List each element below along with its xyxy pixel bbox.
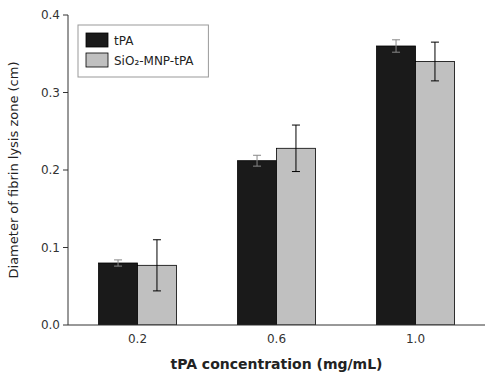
y-tick <box>63 170 68 171</box>
y-tick <box>63 15 68 16</box>
y-tick-label: 0.2 <box>41 163 60 177</box>
y-tick-label: 0.3 <box>41 86 60 100</box>
legend: tPA SiO₂-MNP-tPA <box>78 25 208 77</box>
legend-label: tPA <box>114 34 134 48</box>
error-bar <box>114 260 122 266</box>
bar <box>99 263 138 325</box>
legend-label: SiO₂-MNP-tPA <box>114 54 194 68</box>
x-axis-line <box>68 325 485 326</box>
y-axis: 0.0 0.1 0.2 0.3 0.4 <box>41 8 68 332</box>
bar <box>377 46 416 325</box>
y-tick-label: 0.0 <box>41 318 60 332</box>
x-axis-title: tPA concentration (mg/mL) <box>170 356 382 372</box>
y-tick <box>63 92 68 93</box>
legend-swatch <box>86 53 108 67</box>
y-tick <box>63 325 68 326</box>
y-tick-label: 0.1 <box>41 241 60 255</box>
x-tick-label: 0.2 <box>128 332 147 346</box>
error-bar <box>153 240 161 291</box>
bar <box>238 161 277 325</box>
y-tick <box>63 247 68 248</box>
bar <box>416 62 455 326</box>
legend-swatch <box>86 33 108 47</box>
error-bar <box>431 42 439 81</box>
y-axis-line <box>68 15 69 325</box>
bars <box>99 40 455 325</box>
error-bar <box>292 125 300 172</box>
y-axis-title: Diameter of fibrin lysis zone (cm) <box>6 62 21 279</box>
bar <box>277 148 316 325</box>
chart: 0.0 0.1 0.2 0.3 0.4 0.2 0.6 1.0 tPA concentratio… <box>0 0 500 381</box>
y-tick-label: 0.4 <box>41 8 60 22</box>
x-tick-label: 0.6 <box>267 332 286 346</box>
legend-box <box>78 25 208 77</box>
x-tick-label: 1.0 <box>406 332 425 346</box>
error-bar <box>253 155 261 166</box>
error-bar <box>392 40 400 52</box>
